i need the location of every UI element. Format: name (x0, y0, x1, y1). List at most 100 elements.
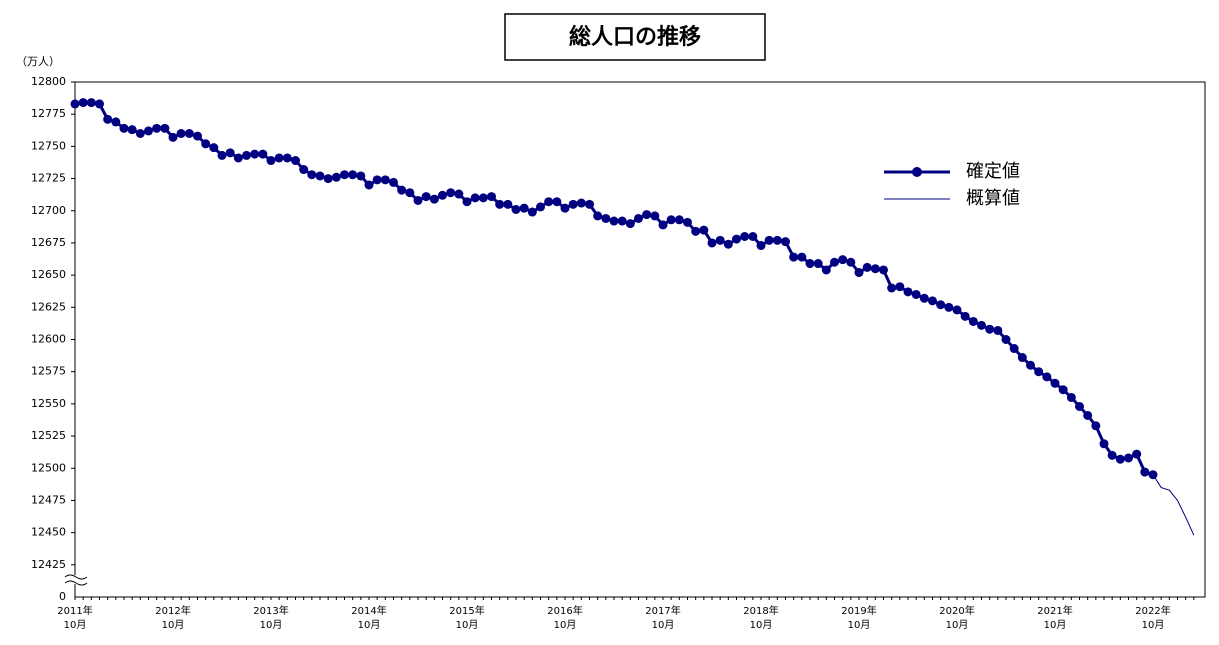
x-tick-label: 2013年 (253, 604, 288, 617)
data-point (593, 211, 603, 221)
data-point (160, 123, 170, 133)
data-point (617, 216, 627, 226)
data-point (1075, 401, 1084, 411)
data-point (266, 156, 276, 166)
data-point (274, 153, 284, 163)
data-point (78, 98, 88, 108)
y-tick-label: 12500 (31, 461, 66, 474)
data-point (821, 265, 831, 275)
x-tick-label: 2017年 (645, 604, 680, 617)
data-point (176, 129, 186, 138)
data-point (380, 175, 390, 185)
data-point (674, 215, 684, 225)
data-point (527, 207, 537, 217)
data-point (315, 171, 325, 181)
data-point (70, 99, 80, 109)
y-tick-label: 12575 (31, 365, 66, 378)
x-tick-label: 10月 (1142, 619, 1165, 631)
data-point (282, 153, 292, 163)
data-point (250, 149, 260, 159)
x-tick-label: 2011年 (57, 604, 92, 617)
data-point (642, 210, 652, 220)
data-point (879, 265, 888, 275)
data-point (732, 234, 741, 244)
data-point (1026, 360, 1035, 370)
data-point (576, 198, 586, 208)
data-point (95, 99, 104, 109)
data-point (462, 197, 472, 207)
x-tick-label: 10月 (358, 619, 381, 631)
y-tick-label: 12675 (31, 236, 66, 249)
axis-break (64, 574, 88, 586)
x-tick-label: 2016年 (547, 604, 582, 617)
data-point (1009, 344, 1019, 354)
legend-marker (912, 167, 922, 177)
legend-label: 概算値 (966, 188, 1020, 209)
data-point (119, 123, 129, 133)
data-point (340, 170, 349, 180)
chart-title: 総人口の推移 (569, 24, 701, 50)
data-point (764, 235, 774, 245)
x-tick-label: 2012年 (155, 604, 190, 617)
x-tick-label: 10月 (848, 619, 871, 631)
data-point (470, 193, 480, 203)
data-point (960, 311, 970, 321)
data-point (184, 129, 194, 138)
data-point (740, 232, 750, 241)
y-tick-label: 12600 (31, 333, 66, 346)
data-point (634, 213, 643, 223)
y-tick-label: 12700 (31, 204, 66, 217)
x-tick-label: 2015年 (449, 604, 484, 617)
y-tick-label: 12775 (31, 107, 66, 120)
x-tick-label: 2014年 (351, 604, 386, 617)
x-tick-label: 2021年 (1037, 604, 1072, 617)
data-point (903, 287, 913, 297)
data-point (495, 199, 505, 209)
data-point (429, 194, 439, 204)
data-point (854, 268, 864, 278)
data-point (233, 153, 243, 163)
data-point (413, 195, 423, 205)
data-point (838, 255, 848, 265)
data-point (446, 188, 456, 198)
y-tick-label: 12550 (31, 397, 66, 410)
title-box (504, 13, 766, 61)
data-point (944, 302, 954, 312)
data-point (1001, 335, 1011, 344)
data-point (536, 202, 545, 212)
data-point (658, 220, 668, 230)
data-point (421, 192, 431, 202)
data-point (323, 174, 333, 184)
y-tick-label: 12425 (31, 558, 66, 571)
data-point (609, 216, 619, 226)
y-tick-label: 12800 (31, 75, 66, 88)
data-point (389, 177, 398, 187)
x-tick-label: 10月 (162, 619, 185, 631)
data-point (813, 259, 823, 269)
x-tick-label: 2020年 (939, 604, 974, 617)
data-point (748, 232, 758, 241)
data-point (1107, 450, 1117, 460)
data-point (699, 225, 709, 235)
data-point (560, 203, 570, 213)
axis-break-gap (65, 575, 87, 584)
data-point (144, 126, 153, 136)
data-point (993, 325, 1003, 335)
data-point (911, 289, 921, 299)
data-point (487, 192, 496, 202)
data-point (86, 98, 96, 108)
data-point (1050, 378, 1060, 388)
data-point (830, 257, 839, 267)
data-point (1091, 421, 1101, 431)
data-point (683, 217, 692, 227)
data-point (225, 148, 235, 158)
x-tick-label: 10月 (652, 619, 675, 631)
data-point (111, 117, 121, 127)
data-point (1058, 385, 1068, 395)
data-point (772, 235, 782, 245)
data-point (1124, 453, 1133, 463)
x-tick-label: 10月 (64, 619, 87, 631)
data-point (887, 283, 897, 293)
data-point (1083, 410, 1093, 420)
data-point (193, 131, 202, 141)
